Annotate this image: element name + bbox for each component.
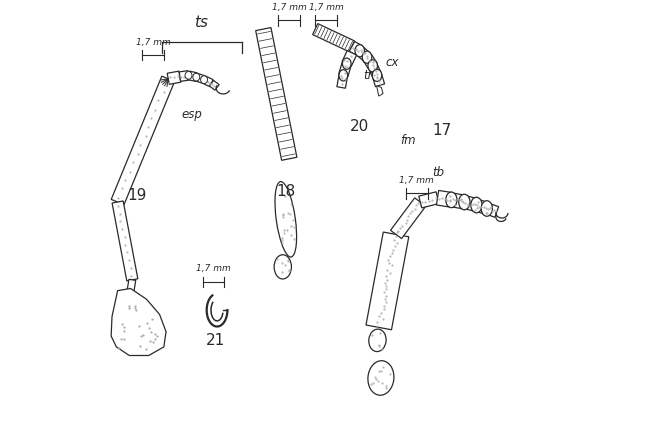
Text: 19: 19 [127, 187, 147, 202]
Ellipse shape [368, 61, 378, 73]
Text: 1,7 mm: 1,7 mm [136, 37, 170, 46]
Text: 1,7 mm: 1,7 mm [400, 175, 434, 184]
Text: esp: esp [181, 108, 202, 121]
Ellipse shape [368, 361, 394, 395]
Ellipse shape [275, 182, 297, 257]
Text: tb: tb [432, 166, 444, 179]
Polygon shape [391, 198, 426, 239]
Ellipse shape [459, 195, 470, 210]
Polygon shape [112, 201, 138, 281]
Polygon shape [356, 48, 370, 62]
Text: 1,7 mm: 1,7 mm [196, 264, 231, 273]
Polygon shape [372, 75, 385, 88]
Ellipse shape [369, 329, 386, 352]
Ellipse shape [471, 198, 482, 214]
Text: 1,7 mm: 1,7 mm [308, 3, 344, 12]
Polygon shape [179, 72, 189, 82]
Polygon shape [167, 72, 181, 85]
Polygon shape [209, 81, 219, 91]
Text: 17: 17 [432, 123, 451, 138]
Ellipse shape [201, 77, 207, 84]
Polygon shape [339, 63, 351, 78]
Polygon shape [368, 65, 381, 78]
Polygon shape [451, 194, 466, 209]
Ellipse shape [339, 71, 348, 82]
Ellipse shape [185, 72, 192, 80]
Polygon shape [485, 204, 499, 218]
Polygon shape [111, 77, 175, 205]
Ellipse shape [446, 193, 457, 208]
Text: 21: 21 [206, 332, 226, 347]
Polygon shape [256, 29, 297, 161]
Polygon shape [366, 233, 409, 330]
Text: 1,7 mm: 1,7 mm [272, 3, 306, 12]
Polygon shape [188, 72, 198, 82]
Polygon shape [349, 43, 363, 56]
Polygon shape [127, 279, 136, 292]
Polygon shape [463, 196, 478, 212]
Polygon shape [337, 76, 348, 89]
Polygon shape [363, 55, 377, 69]
Text: fm: fm [400, 134, 416, 147]
Text: 18: 18 [276, 183, 295, 198]
Polygon shape [195, 74, 205, 84]
Ellipse shape [363, 52, 372, 64]
Text: cx: cx [386, 56, 399, 69]
Text: tr: tr [363, 69, 373, 82]
Text: ts: ts [194, 15, 207, 30]
Ellipse shape [372, 70, 382, 82]
Polygon shape [342, 52, 357, 67]
Text: 20: 20 [349, 118, 369, 133]
Polygon shape [475, 200, 489, 215]
Ellipse shape [355, 46, 364, 58]
Ellipse shape [193, 74, 200, 82]
Polygon shape [377, 86, 383, 97]
Polygon shape [202, 77, 213, 87]
Polygon shape [111, 289, 166, 356]
Polygon shape [419, 192, 439, 208]
Ellipse shape [342, 59, 351, 70]
Polygon shape [312, 25, 355, 53]
Ellipse shape [274, 255, 291, 279]
Ellipse shape [481, 201, 492, 217]
Polygon shape [436, 191, 452, 207]
